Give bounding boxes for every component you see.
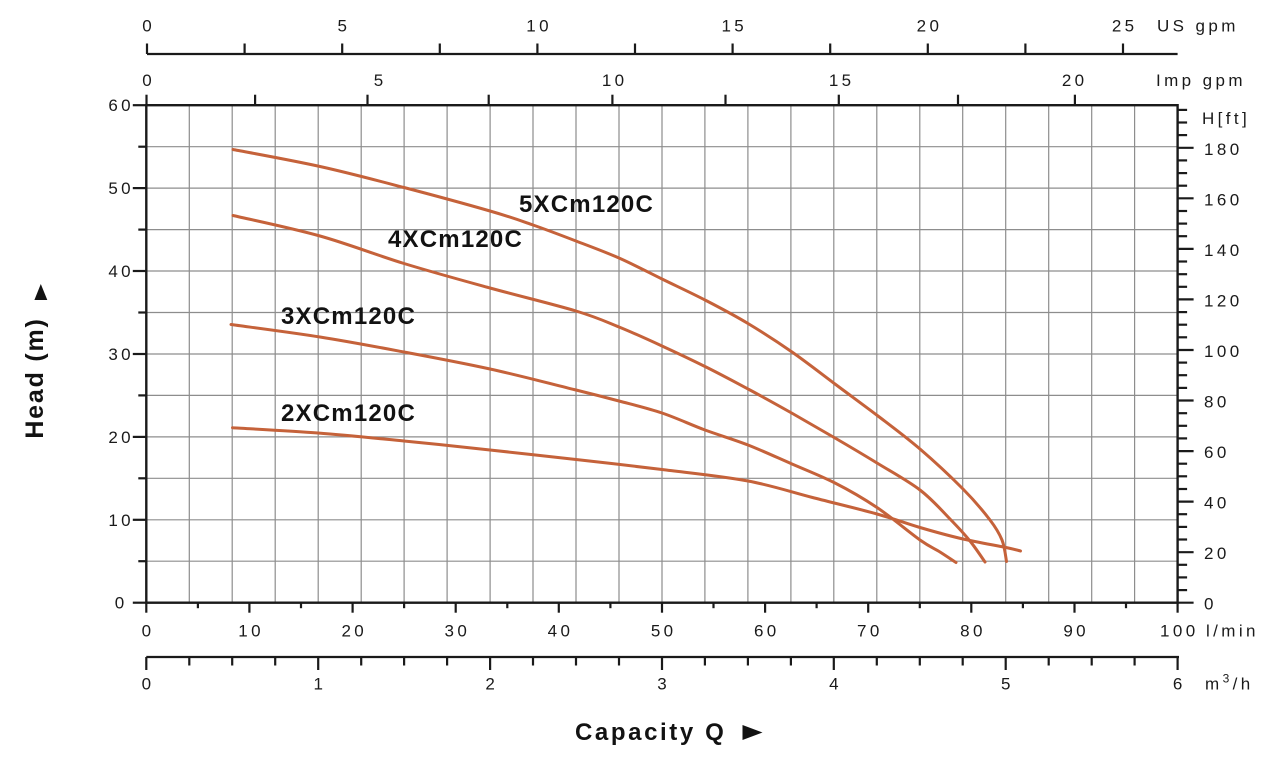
- svg-text:90: 90: [1063, 622, 1089, 641]
- svg-text:0: 0: [115, 594, 128, 613]
- svg-text:Imp gpm: Imp gpm: [1156, 71, 1246, 90]
- svg-text:m3/h: m3/h: [1205, 672, 1254, 694]
- svg-text:40: 40: [1204, 494, 1230, 513]
- svg-text:2: 2: [485, 675, 498, 694]
- svg-text:Capacity Q: Capacity Q: [575, 719, 726, 746]
- svg-text:10: 10: [238, 622, 264, 641]
- svg-text:60: 60: [754, 622, 780, 641]
- svg-text:100: 100: [1160, 622, 1199, 641]
- svg-text:30: 30: [108, 345, 134, 364]
- svg-text:70: 70: [857, 622, 883, 641]
- svg-text:H[ft]: H[ft]: [1202, 109, 1250, 128]
- svg-text:0: 0: [142, 675, 155, 694]
- svg-text:4: 4: [829, 675, 842, 694]
- svg-text:l/min: l/min: [1206, 622, 1259, 641]
- svg-text:US gpm: US gpm: [1157, 17, 1239, 36]
- svg-text:30: 30: [445, 622, 471, 641]
- svg-text:120: 120: [1204, 291, 1243, 310]
- svg-text:5XCm120C: 5XCm120C: [519, 191, 654, 218]
- svg-text:3XCm120C: 3XCm120C: [281, 303, 416, 330]
- svg-text:20: 20: [917, 17, 943, 36]
- svg-text:80: 80: [1204, 393, 1230, 412]
- svg-text:0: 0: [142, 71, 155, 90]
- svg-text:60: 60: [108, 96, 134, 115]
- svg-text:20: 20: [1204, 544, 1230, 563]
- svg-text:50: 50: [651, 622, 677, 641]
- svg-text:160: 160: [1204, 190, 1243, 209]
- svg-text:Head (m): Head (m): [21, 317, 49, 438]
- svg-text:0: 0: [1204, 595, 1217, 614]
- svg-text:140: 140: [1204, 241, 1243, 260]
- svg-text:6: 6: [1173, 675, 1186, 694]
- svg-text:15: 15: [829, 71, 855, 90]
- svg-text:50: 50: [108, 179, 134, 198]
- svg-text:3: 3: [657, 675, 670, 694]
- svg-text:20: 20: [1062, 71, 1088, 90]
- svg-text:20: 20: [341, 622, 367, 641]
- svg-text:5: 5: [1001, 675, 1014, 694]
- svg-text:5: 5: [374, 71, 387, 90]
- svg-text:2XCm120C: 2XCm120C: [281, 400, 416, 427]
- svg-text:10: 10: [526, 17, 552, 36]
- svg-text:4XCm120C: 4XCm120C: [388, 226, 523, 253]
- svg-text:80: 80: [960, 622, 986, 641]
- svg-text:180: 180: [1204, 140, 1243, 159]
- svg-text:60: 60: [1204, 443, 1230, 462]
- svg-text:15: 15: [721, 17, 747, 36]
- svg-text:100: 100: [1204, 342, 1243, 361]
- svg-text:1: 1: [313, 675, 326, 694]
- svg-text:10: 10: [108, 511, 134, 530]
- svg-text:5: 5: [337, 17, 350, 36]
- svg-text:10: 10: [602, 71, 628, 90]
- svg-text:25: 25: [1112, 17, 1138, 36]
- svg-text:0: 0: [142, 622, 155, 641]
- svg-text:40: 40: [108, 262, 134, 281]
- svg-text:0: 0: [142, 17, 155, 36]
- svg-text:20: 20: [108, 428, 134, 447]
- svg-text:40: 40: [548, 622, 574, 641]
